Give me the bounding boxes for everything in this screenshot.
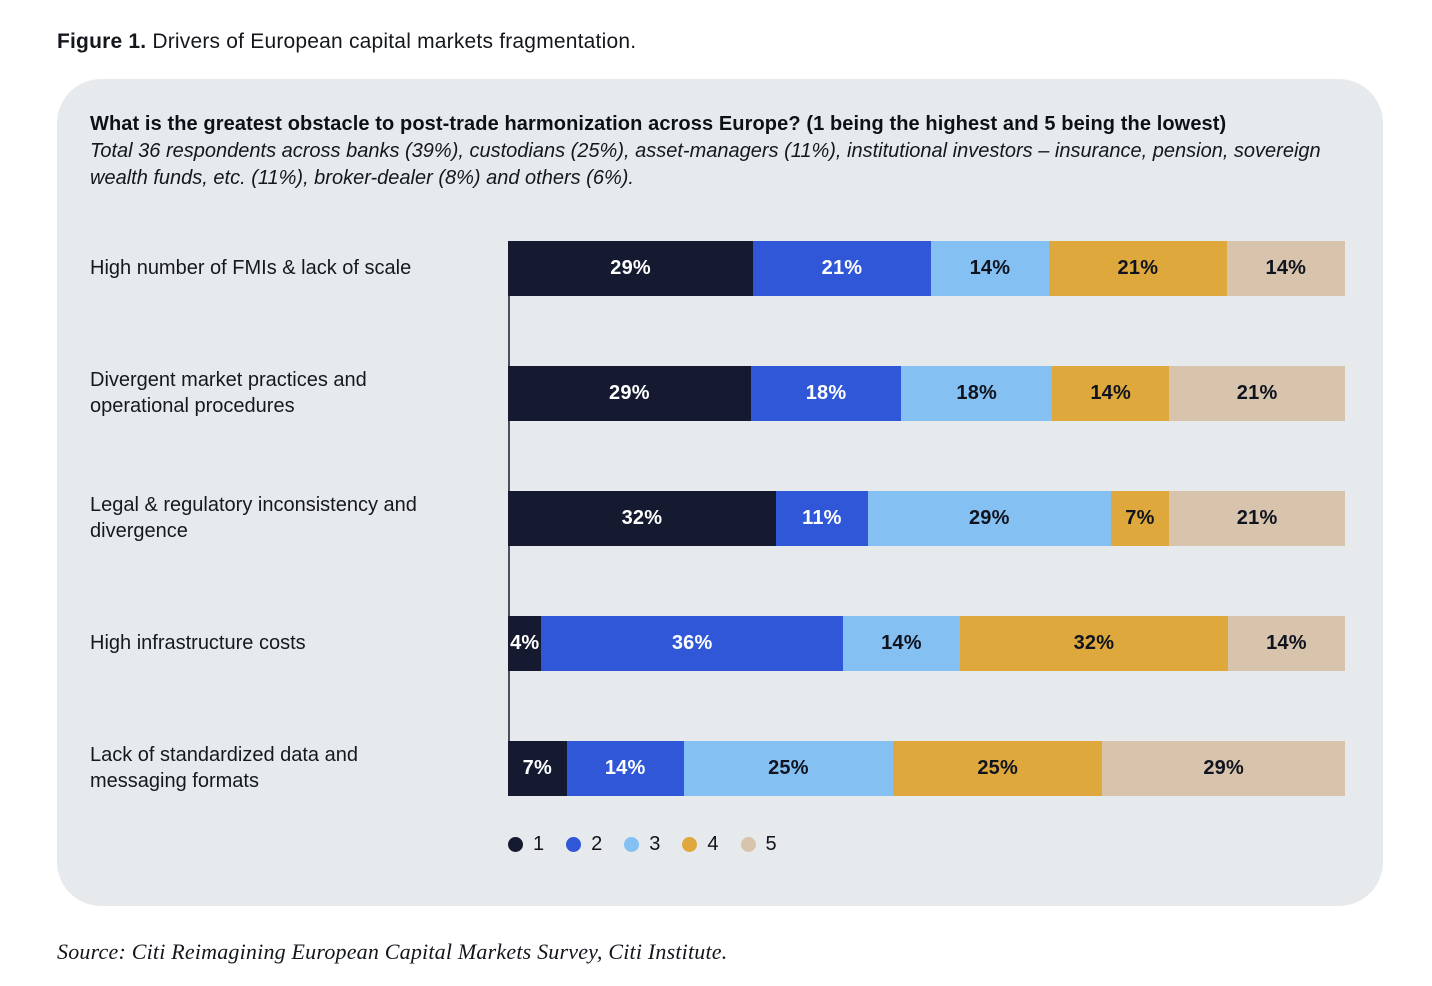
legend-label: 1 (533, 832, 545, 855)
bar-segment-rank-4: 25% (893, 740, 1103, 796)
legend-dot-icon (508, 836, 523, 852)
row-label: Legal & regulatory inconsistency and div… (90, 494, 417, 543)
bar-segment-rank-2: 18% (750, 365, 902, 421)
bar-segment-rank-4: 7% (1110, 490, 1170, 546)
bar-segment-rank-2: 21% (753, 240, 931, 296)
bar-segment-rank-1: 32% (508, 490, 776, 546)
bar-row: Divergent market practices and operation… (90, 365, 1345, 421)
chart-question: What is the greatest obstacle to post-tr… (90, 113, 1227, 135)
chart-legend: 1 2 3 4 5 (508, 833, 1345, 856)
row-label: High number of FMIs & lack of scale (90, 257, 412, 280)
bar-segment-rank-1: 29% (508, 365, 751, 421)
chart-card: What is the greatest obstacle to post-tr… (57, 79, 1383, 906)
row-label: High infrastructure costs (90, 632, 306, 655)
legend-label: 3 (649, 832, 661, 855)
bar-row: High number of FMIs & lack of scale 29% 21… (90, 240, 1345, 296)
bar-segment-rank-3: 25% (683, 740, 894, 796)
legend-label: 2 (591, 832, 603, 855)
bar-segment-rank-5: 14% (1226, 240, 1345, 296)
stacked-bar: 32% 11% 29% 7% 21% (508, 490, 1345, 546)
stacked-bar: 29% 18% 18% 14% 21% (508, 365, 1345, 421)
stacked-bar-chart: High number of FMIs & lack of scale 29% 21… (90, 240, 1346, 856)
legend-dot-icon (624, 836, 640, 852)
legend-label: 5 (765, 832, 777, 855)
legend-item-3: 3 (624, 833, 660, 856)
stacked-bar: 7% 14% 25% 25% 29% (508, 740, 1346, 796)
legend-item-5: 5 (740, 832, 777, 856)
bar-segment-rank-2: 14% (566, 740, 684, 796)
bar-segment-rank-3: 14% (842, 615, 960, 671)
bar-segment-rank-1: 29% (508, 240, 754, 296)
bar-segment-rank-4: 21% (1049, 240, 1227, 296)
source-note: Source: Citi Reimagining European Capita… (57, 938, 728, 964)
legend-dot-icon (682, 836, 698, 852)
bar-segment-rank-3: 29% (867, 490, 1111, 546)
row-label: Lack of standardized data and messaging … (90, 744, 358, 793)
bar-segment-rank-3: 18% (901, 365, 1053, 421)
legend-item-4: 4 (682, 832, 719, 856)
bar-segment-rank-5: 14% (1227, 615, 1346, 671)
bar-segment-rank-4: 14% (1052, 365, 1170, 421)
figure-title-text: Drivers of European capital markets frag… (146, 30, 637, 53)
legend-dot-icon (566, 836, 582, 852)
bar-segment-rank-3: 14% (930, 240, 1050, 296)
bar-segment-rank-1: 4% (508, 615, 542, 671)
chart-subtitle: Total 36 respondents across banks (39%),… (90, 140, 1321, 190)
legend-item-2: 2 (566, 833, 602, 856)
stacked-bar: 29% 21% 14% 21% 14% (508, 240, 1345, 296)
chart-rows: High number of FMIs & lack of scale 29% 21… (90, 240, 1346, 796)
bar-segment-rank-5: 29% (1102, 740, 1346, 796)
bar-row: Legal & regulatory inconsistency and div… (90, 490, 1345, 546)
bar-segment-rank-5: 21% (1169, 365, 1345, 421)
bar-segment-rank-5: 21% (1169, 490, 1345, 546)
row-label: Divergent market practices and operation… (90, 369, 367, 418)
bar-segment-rank-4: 32% (959, 615, 1228, 671)
bar-row: Lack of standardized data and messaging … (90, 740, 1346, 796)
figure-title-prefix: Figure 1. (57, 30, 147, 53)
bar-segment-rank-2: 36% (541, 615, 843, 671)
bar-segment-rank-1: 7% (508, 740, 567, 796)
legend-label: 4 (707, 832, 719, 855)
figure-title: Figure 1. Drivers of European capital ma… (57, 30, 1375, 54)
legend-dot-icon (740, 836, 756, 852)
bar-row: High infrastructure costs 4% 36% 14% 32% 14% (90, 615, 1346, 671)
bar-segment-rank-2: 11% (775, 490, 868, 546)
stacked-bar: 4% 36% 14% 32% 14% (508, 615, 1346, 671)
legend-item-1: 1 (508, 833, 544, 856)
